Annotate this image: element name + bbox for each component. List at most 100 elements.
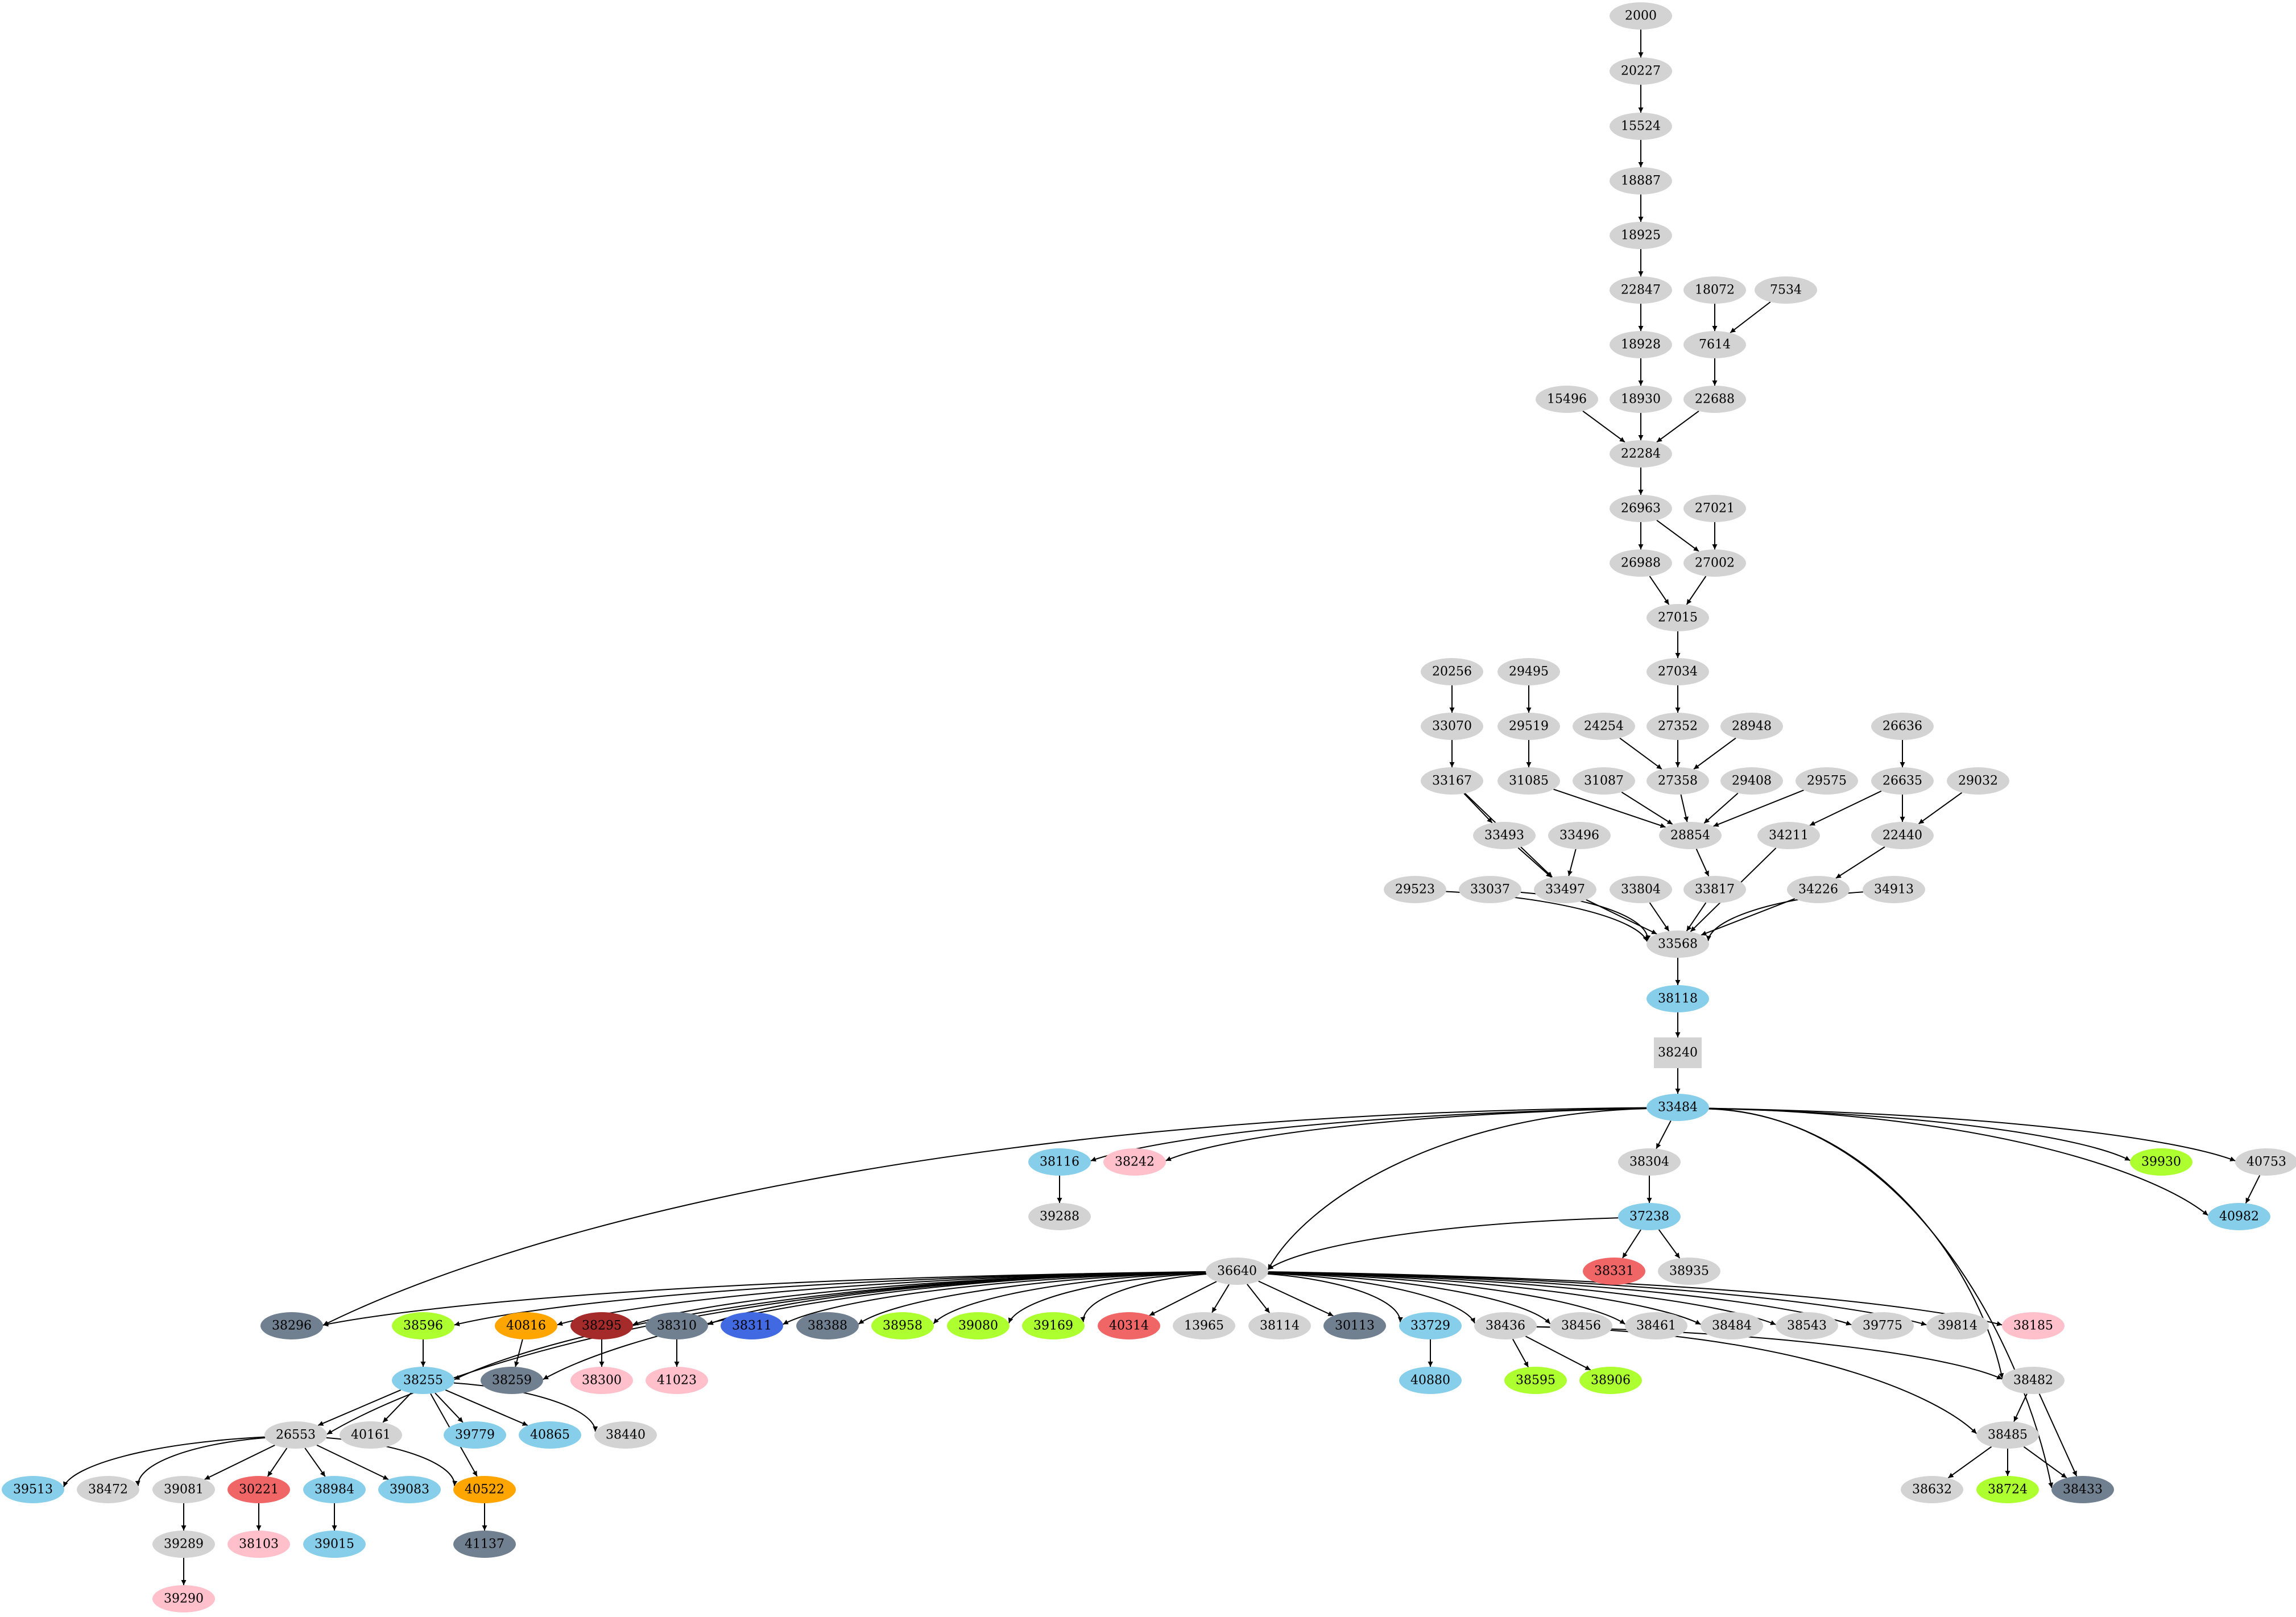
graph-node-29523[interactable]: 29523 [1384, 876, 1446, 903]
graph-node-38114[interactable]: 38114 [1248, 1312, 1311, 1339]
graph-node-40753[interactable]: 40753 [2235, 1148, 2296, 1176]
graph-node-29408[interactable]: 29408 [1720, 767, 1783, 795]
graph-node-38331[interactable]: 38331 [1583, 1258, 1645, 1285]
graph-node-38436[interactable]: 38436 [1474, 1312, 1537, 1339]
graph-node-40522[interactable]: 40522 [453, 1476, 516, 1503]
graph-node-18887[interactable]: 18887 [1610, 167, 1672, 195]
graph-node-39083[interactable]: 39083 [378, 1476, 441, 1503]
graph-node-38116[interactable]: 38116 [1028, 1148, 1091, 1176]
graph-node-33497[interactable]: 33497 [1534, 876, 1596, 903]
graph-node-38472[interactable]: 38472 [77, 1476, 139, 1503]
graph-node-38484[interactable]: 38484 [1701, 1312, 1763, 1339]
graph-node-22440[interactable]: 22440 [1871, 822, 1934, 849]
graph-node-38958[interactable]: 38958 [871, 1312, 934, 1339]
graph-node-39290[interactable]: 39290 [152, 1585, 215, 1612]
graph-node-26553[interactable]: 26553 [264, 1421, 327, 1449]
graph-node-39015[interactable]: 39015 [303, 1531, 366, 1558]
graph-node-38388[interactable]: 38388 [796, 1312, 859, 1339]
graph-node-39080[interactable]: 39080 [947, 1312, 1010, 1339]
graph-node-28854[interactable]: 28854 [1659, 822, 1722, 849]
graph-node-38103[interactable]: 38103 [227, 1531, 290, 1558]
graph-node-33167[interactable]: 33167 [1421, 767, 1483, 795]
graph-node-33568[interactable]: 33568 [1646, 931, 1709, 958]
graph-node-36640[interactable]: 36640 [1206, 1258, 1268, 1285]
graph-node-34211[interactable]: 34211 [1757, 822, 1820, 849]
graph-node-29519[interactable]: 29519 [1497, 713, 1560, 740]
graph-node-33070[interactable]: 33070 [1421, 713, 1483, 740]
graph-node-38296[interactable]: 38296 [260, 1312, 323, 1339]
graph-node-30221[interactable]: 30221 [227, 1476, 290, 1503]
graph-node-33804[interactable]: 33804 [1610, 876, 1672, 903]
graph-node-18072[interactable]: 18072 [1683, 276, 1746, 304]
graph-node-28948[interactable]: 28948 [1720, 713, 1783, 740]
graph-node-27352[interactable]: 27352 [1646, 713, 1709, 740]
graph-node-38433[interactable]: 38433 [2051, 1476, 2114, 1503]
graph-node-38311[interactable]: 38311 [721, 1312, 783, 1339]
graph-node-31085[interactable]: 31085 [1497, 767, 1560, 795]
graph-node-22284[interactable]: 22284 [1610, 440, 1672, 468]
graph-node-33817[interactable]: 33817 [1683, 876, 1746, 903]
graph-node-2000[interactable]: 2000 [1610, 2, 1672, 30]
graph-node-39288[interactable]: 39288 [1028, 1203, 1091, 1230]
graph-node-38984[interactable]: 38984 [303, 1476, 366, 1503]
graph-node-40314[interactable]: 40314 [1098, 1312, 1160, 1339]
graph-node-39169[interactable]: 39169 [1022, 1312, 1085, 1339]
graph-node-18930[interactable]: 18930 [1610, 386, 1672, 413]
graph-node-38632[interactable]: 38632 [1901, 1476, 1963, 1503]
graph-node-40816[interactable]: 40816 [495, 1312, 557, 1339]
graph-node-20256[interactable]: 20256 [1421, 658, 1483, 685]
graph-node-38485[interactable]: 38485 [1976, 1421, 2039, 1449]
graph-node-22688[interactable]: 22688 [1683, 386, 1746, 413]
graph-node-22847[interactable]: 22847 [1610, 276, 1672, 304]
graph-node-13965[interactable]: 13965 [1173, 1312, 1235, 1339]
graph-node-38543[interactable]: 38543 [1776, 1312, 1838, 1339]
graph-node-38461[interactable]: 38461 [1625, 1312, 1687, 1339]
graph-node-29495[interactable]: 29495 [1497, 658, 1560, 685]
graph-node-30113[interactable]: 30113 [1323, 1312, 1386, 1339]
graph-node-38456[interactable]: 38456 [1550, 1312, 1612, 1339]
graph-node-26963[interactable]: 26963 [1610, 495, 1672, 522]
graph-node-38595[interactable]: 38595 [1504, 1367, 1567, 1394]
graph-node-29575[interactable]: 29575 [1796, 767, 1858, 795]
graph-node-38482[interactable]: 38482 [2002, 1367, 2065, 1394]
graph-node-34913[interactable]: 34913 [1863, 876, 1925, 903]
graph-node-40161[interactable]: 40161 [340, 1421, 402, 1449]
graph-node-27358[interactable]: 27358 [1646, 767, 1709, 795]
graph-node-39779[interactable]: 39779 [444, 1421, 506, 1449]
graph-node-7534[interactable]: 7534 [1755, 276, 1817, 304]
graph-node-26988[interactable]: 26988 [1610, 549, 1672, 577]
graph-node-34226[interactable]: 34226 [1787, 876, 1850, 903]
graph-node-38185[interactable]: 38185 [2002, 1312, 2065, 1339]
graph-node-33037[interactable]: 33037 [1459, 876, 1521, 903]
graph-node-27002[interactable]: 27002 [1683, 549, 1746, 577]
graph-node-39930[interactable]: 39930 [2130, 1148, 2192, 1176]
graph-node-38255[interactable]: 38255 [392, 1367, 454, 1394]
graph-node-38304[interactable]: 38304 [1618, 1148, 1681, 1176]
graph-node-41137[interactable]: 41137 [453, 1531, 516, 1558]
graph-node-38300[interactable]: 38300 [570, 1367, 633, 1394]
graph-node-18928[interactable]: 18928 [1610, 331, 1672, 358]
graph-node-38724[interactable]: 38724 [1976, 1476, 2039, 1503]
graph-node-33493[interactable]: 33493 [1473, 822, 1536, 849]
graph-node-33484[interactable]: 33484 [1646, 1094, 1709, 1121]
graph-node-26635[interactable]: 26635 [1871, 767, 1934, 795]
graph-node-38440[interactable]: 38440 [594, 1421, 657, 1449]
graph-node-24254[interactable]: 24254 [1573, 713, 1635, 740]
graph-node-37238[interactable]: 37238 [1618, 1203, 1681, 1230]
graph-node-20227[interactable]: 20227 [1610, 57, 1672, 85]
graph-node-29032[interactable]: 29032 [1947, 767, 2009, 795]
graph-node-38259[interactable]: 38259 [481, 1367, 543, 1394]
graph-node-38295[interactable]: 38295 [570, 1312, 633, 1339]
graph-node-38935[interactable]: 38935 [1658, 1258, 1720, 1285]
graph-node-40865[interactable]: 40865 [519, 1421, 581, 1449]
graph-node-15496[interactable]: 15496 [1536, 386, 1598, 413]
graph-node-39775[interactable]: 39775 [1851, 1312, 1914, 1339]
graph-node-41023[interactable]: 41023 [646, 1367, 708, 1394]
graph-node-15524[interactable]: 15524 [1610, 113, 1672, 140]
graph-node-38906[interactable]: 38906 [1579, 1367, 1642, 1394]
graph-node-33496[interactable]: 33496 [1548, 822, 1611, 849]
graph-node-38118[interactable]: 38118 [1646, 985, 1709, 1012]
graph-node-40982[interactable]: 40982 [2208, 1203, 2270, 1230]
graph-node-40880[interactable]: 40880 [1399, 1367, 1462, 1394]
graph-node-27015[interactable]: 27015 [1646, 604, 1709, 631]
